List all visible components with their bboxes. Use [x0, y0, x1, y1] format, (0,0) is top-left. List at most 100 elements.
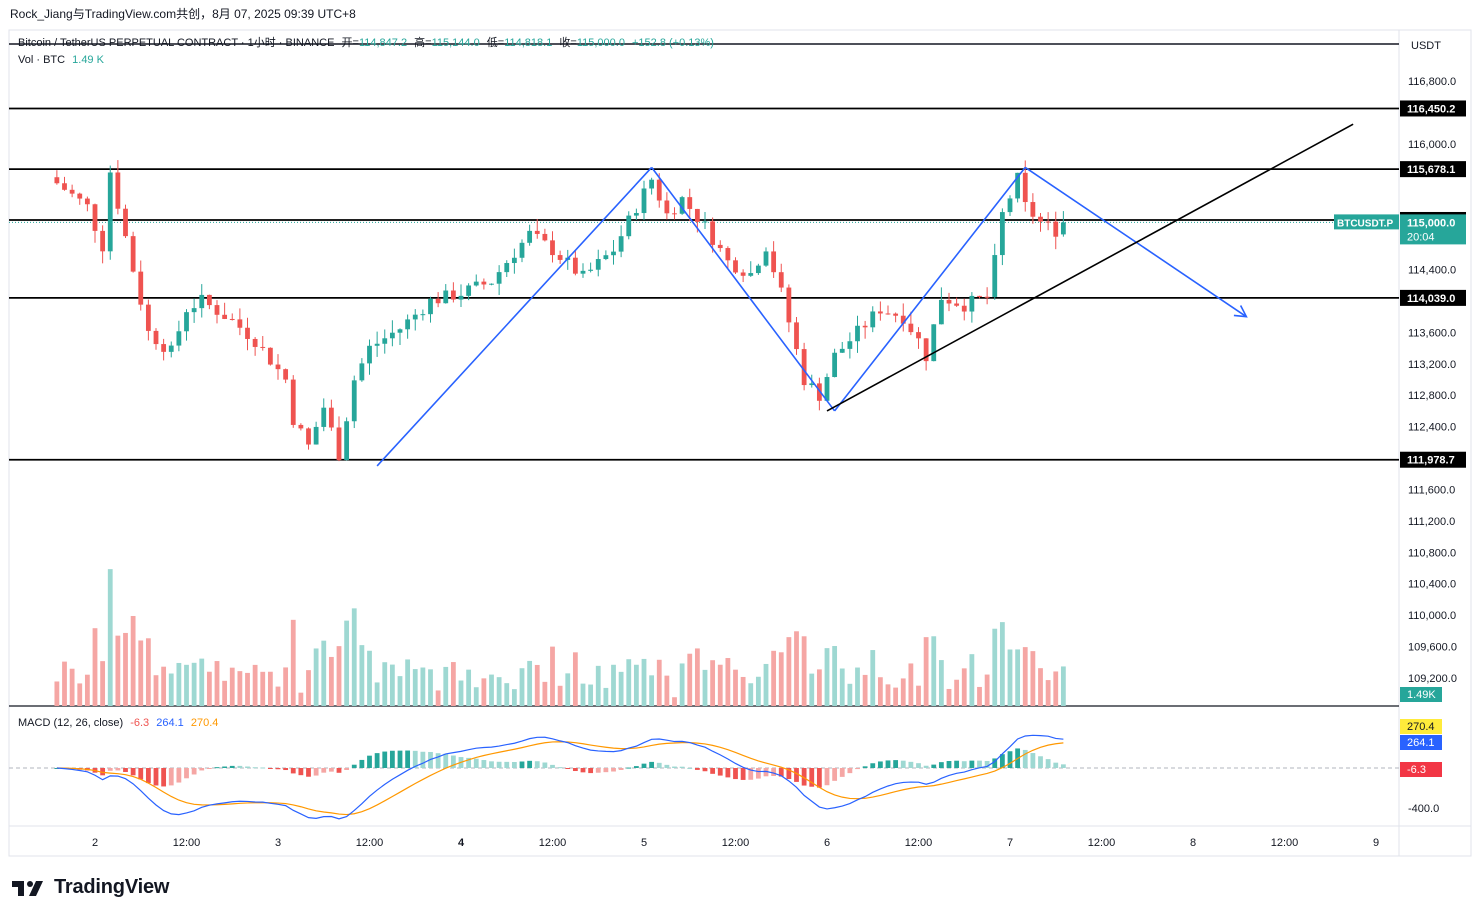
- candle-body: [107, 172, 113, 252]
- volume-bar: [229, 667, 235, 706]
- macd-histogram-bar: [397, 750, 403, 768]
- macd-histogram-bar: [740, 768, 746, 780]
- macd-histogram-bar: [763, 768, 769, 777]
- time-axis[interactable]: 2 12:00 3 12:00 4 12:00 5 12:00 6 12:00 7 12:00 8 12:…: [92, 837, 1379, 849]
- candle-body: [916, 332, 921, 339]
- candle-body: [275, 364, 281, 370]
- macd-histogram-bar: [237, 765, 243, 768]
- macd-histogram-bar: [641, 763, 647, 768]
- price-tick-label: 109,600.0: [1408, 642, 1457, 654]
- volume-bar: [832, 646, 838, 706]
- macd-histogram-bar: [321, 768, 327, 773]
- candle-body: [283, 369, 289, 380]
- volume-bar: [367, 650, 372, 706]
- volume-bar: [275, 686, 281, 706]
- volume-bar: [565, 673, 571, 706]
- drawings[interactable]: [376, 123, 1354, 467]
- volume-bar: [511, 689, 517, 706]
- macd-histogram-bar: [435, 753, 441, 768]
- volume-bar: [145, 638, 151, 706]
- volume-bar: [923, 637, 929, 706]
- volume-bar: [740, 676, 746, 706]
- volume-bar: [245, 672, 250, 706]
- macd-histogram-bar: [161, 768, 167, 787]
- volume-bar: [527, 660, 533, 706]
- volume-bar: [359, 645, 365, 706]
- candle-body: [992, 255, 998, 297]
- candle-body: [839, 348, 845, 353]
- volume-bar: [763, 663, 769, 706]
- candle-body: [84, 198, 90, 205]
- candle-body: [100, 230, 106, 252]
- candle-body: [367, 345, 372, 364]
- macd-histogram-bar: [984, 760, 990, 768]
- volume-bar: [595, 665, 601, 706]
- candle-body: [153, 330, 159, 345]
- candle-body: [961, 305, 967, 312]
- macd-histogram-bar: [893, 760, 899, 768]
- price-tick-label: 110,800.0: [1408, 547, 1456, 559]
- candle-body: [420, 314, 426, 316]
- candle-body: [405, 319, 411, 330]
- volume-bar: [344, 620, 350, 706]
- volume-bar: [992, 628, 998, 706]
- candle-body: [458, 295, 464, 300]
- candle-body: [580, 270, 586, 274]
- macd-histogram-bar: [1053, 762, 1059, 768]
- candle-body: [771, 251, 777, 273]
- macd-histogram-bar: [855, 768, 860, 770]
- candle-body: [1038, 216, 1043, 222]
- time-tick-label: 4: [458, 837, 465, 849]
- candle-body: [542, 233, 548, 241]
- horizontal-levels[interactable]: [9, 107, 1399, 461]
- volume-legend: Vol · BTC 1.49 K: [18, 54, 105, 66]
- time-tick-label: 9: [1373, 837, 1379, 849]
- macd-histogram-bar: [847, 768, 853, 774]
- price-tick-label: 109,200.0: [1408, 673, 1457, 685]
- candle-body: [443, 290, 449, 304]
- candle-body: [664, 200, 670, 214]
- volume-bar: [938, 660, 944, 706]
- candle-body: [527, 230, 533, 243]
- price-axis[interactable]: 116,800.0 116,000.0 114,400.0 113,600.0 113,…: [1334, 76, 1466, 702]
- price-tick-label: 116,800.0: [1408, 76, 1456, 88]
- volume-bar: [466, 669, 472, 706]
- candle-body: [893, 313, 899, 316]
- candle-body: [649, 179, 655, 189]
- candle-body: [641, 188, 647, 214]
- candle-body: [62, 183, 67, 190]
- pattern-leg: [650, 166, 836, 412]
- volume-bar: [69, 668, 75, 706]
- volume-bar: [1007, 649, 1013, 706]
- candle-body: [306, 428, 311, 445]
- trend-line: [826, 123, 1354, 412]
- macd-histogram-bar: [862, 766, 868, 768]
- candle-body: [870, 311, 876, 328]
- volume-bar: [1030, 651, 1036, 706]
- time-tick-label: 6: [824, 837, 830, 849]
- macd-histogram-bar: [511, 762, 517, 768]
- candle-body: [855, 325, 860, 342]
- volume-bar: [664, 675, 670, 706]
- candle-body: [679, 197, 685, 214]
- macd-histogram-bar: [794, 768, 799, 782]
- ohlc-legend: Bitcoin / TetherUS PERPETUAL CONTRACT · …: [18, 35, 714, 49]
- macd-histogram-bar: [954, 760, 960, 768]
- macd-histogram-bar: [336, 768, 342, 773]
- volume-bar: [161, 666, 167, 706]
- candle-body: [977, 295, 982, 297]
- candle-body: [572, 257, 578, 274]
- candle-body: [946, 299, 952, 304]
- candle-body: [710, 221, 716, 245]
- volume-bar: [100, 661, 106, 706]
- last-price-label: 115,000.0: [1407, 217, 1455, 229]
- macd-line-tag: [1400, 735, 1442, 750]
- macd-histogram-bar: [870, 763, 876, 768]
- time-tick-label: 8: [1190, 837, 1196, 849]
- macd-histogram-bar: [504, 761, 510, 768]
- candle-body: [1053, 221, 1059, 237]
- volume-bar: [694, 648, 700, 706]
- tradingview-logo[interactable]: TradingView: [12, 876, 169, 899]
- change-value: +152.8 (+0.13%): [632, 37, 714, 49]
